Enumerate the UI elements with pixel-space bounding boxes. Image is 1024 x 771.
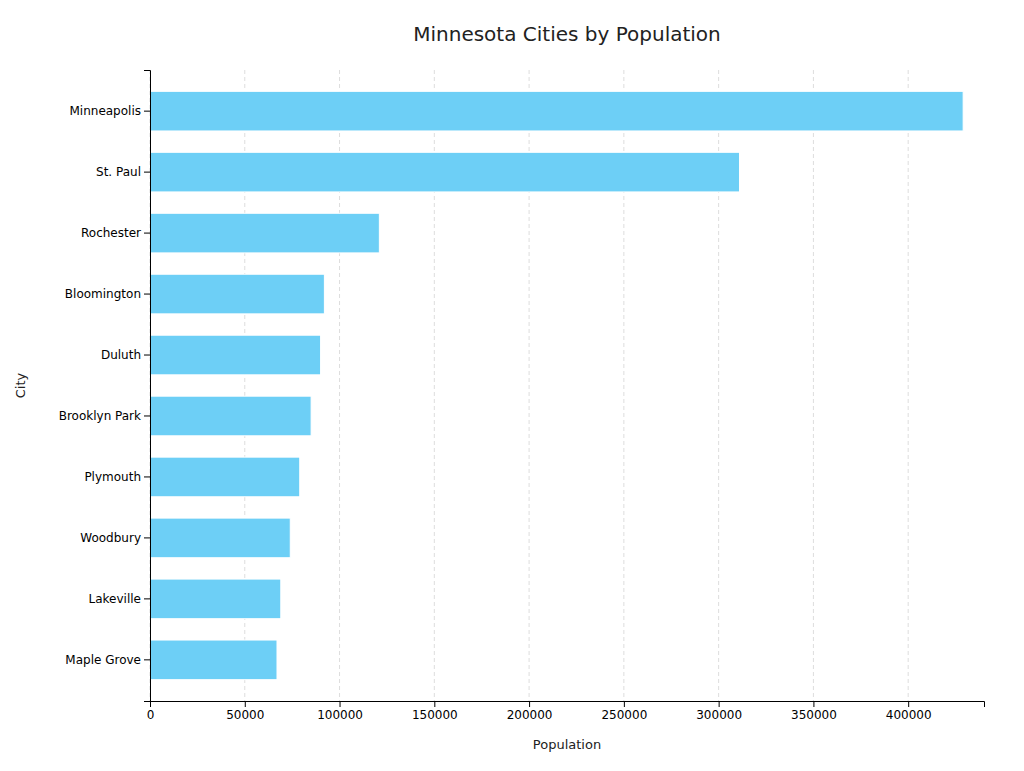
- y-tick: Maple Grove: [65, 653, 150, 667]
- bars: [150, 91, 963, 679]
- y-axis-line: [144, 71, 151, 702]
- x-tick-label: 250000: [601, 708, 647, 722]
- bar: [150, 274, 324, 314]
- y-tick-label: St. Paul: [96, 165, 141, 179]
- bar: [150, 152, 739, 192]
- x-tick: 300000: [696, 701, 742, 722]
- y-tick: Minneapolis: [69, 104, 150, 118]
- x-tick-label: 100000: [317, 708, 363, 722]
- y-tick: Duluth: [101, 348, 150, 362]
- y-tick-label: Minneapolis: [69, 104, 141, 118]
- y-tick-mark: [144, 659, 150, 660]
- y-tick: Plymouth: [84, 470, 150, 484]
- x-tick-mark: [813, 701, 814, 707]
- y-tick-mark: [144, 598, 150, 599]
- y-tick: Brooklyn Park: [59, 409, 150, 423]
- x-tick: 400000: [886, 701, 932, 722]
- y-tick-label: Brooklyn Park: [59, 409, 141, 423]
- y-tick-label: Maple Grove: [65, 653, 141, 667]
- y-tick: Woodbury: [80, 531, 150, 545]
- x-tick: 150000: [412, 701, 458, 722]
- bar: [150, 91, 963, 131]
- x-tick-label: 350000: [791, 708, 837, 722]
- y-axis-title: City: [13, 372, 28, 398]
- x-axis-line: [151, 702, 985, 708]
- y-tick-label: Lakeville: [89, 592, 141, 606]
- title: Minnesota Cities by Population: [413, 22, 721, 46]
- x-tick-label: 0: [147, 708, 155, 722]
- y-tick-mark: [144, 355, 150, 356]
- y-tick-label: Woodbury: [80, 531, 141, 545]
- y-tick-mark: [144, 476, 150, 477]
- x-axis: 0 50000 100000 150000 200000 250000 300000 3500…: [147, 701, 985, 722]
- x-tick-mark: [908, 701, 909, 707]
- x-tick-label: 400000: [886, 708, 932, 722]
- x-tick: 0: [147, 701, 155, 722]
- y-tick-mark: [144, 233, 150, 234]
- x-tick-label: 50000: [226, 708, 264, 722]
- y-tick-mark: [144, 111, 150, 112]
- y-tick-mark: [144, 537, 150, 538]
- bar: [150, 213, 379, 253]
- x-tick-mark: [719, 701, 720, 707]
- x-tick: 50000: [226, 701, 264, 722]
- x-tick-mark: [529, 701, 530, 707]
- x-tick: 200000: [507, 701, 553, 722]
- x-tick-label: 150000: [412, 708, 458, 722]
- y-tick-label: Plymouth: [84, 470, 141, 484]
- y-tick-mark: [144, 172, 150, 173]
- chart: 0 50000 100000 150000 200000 250000 300000 3500…: [0, 0, 1024, 771]
- y-tick: Lakeville: [89, 592, 150, 606]
- bar: [150, 396, 311, 436]
- bar: [150, 335, 321, 375]
- bar: [150, 579, 281, 619]
- x-tick-mark: [340, 701, 341, 707]
- x-tick-mark: [624, 701, 625, 707]
- y-tick-label: Rochester: [81, 226, 141, 240]
- grid-line: [908, 70, 909, 701]
- bar: [150, 457, 300, 497]
- y-axis: Maple Grove Lakeville Woodbury Plymouth Broo…: [59, 71, 151, 702]
- grid-line: [813, 70, 814, 701]
- y-tick: St. Paul: [96, 165, 150, 179]
- y-tick-label: Bloomington: [65, 287, 141, 301]
- x-tick: 350000: [791, 701, 837, 722]
- bar: [150, 640, 277, 680]
- bar: [150, 518, 290, 558]
- y-tick: Bloomington: [65, 287, 150, 301]
- x-axis-title: Population: [533, 737, 601, 752]
- y-tick-mark: [144, 294, 150, 295]
- y-tick-label: Duluth: [101, 348, 141, 362]
- x-tick-label: 300000: [696, 708, 742, 722]
- plot-area: 0 50000 100000 150000 200000 250000 300000 3500…: [59, 70, 985, 722]
- y-tick-mark: [144, 415, 150, 416]
- grid: [150, 70, 908, 701]
- x-tick: 250000: [601, 701, 647, 722]
- x-tick-mark: [434, 701, 435, 707]
- y-tick: Rochester: [81, 226, 150, 240]
- x-tick: 100000: [317, 701, 363, 722]
- x-tick-label: 200000: [507, 708, 553, 722]
- x-tick-mark: [245, 701, 246, 707]
